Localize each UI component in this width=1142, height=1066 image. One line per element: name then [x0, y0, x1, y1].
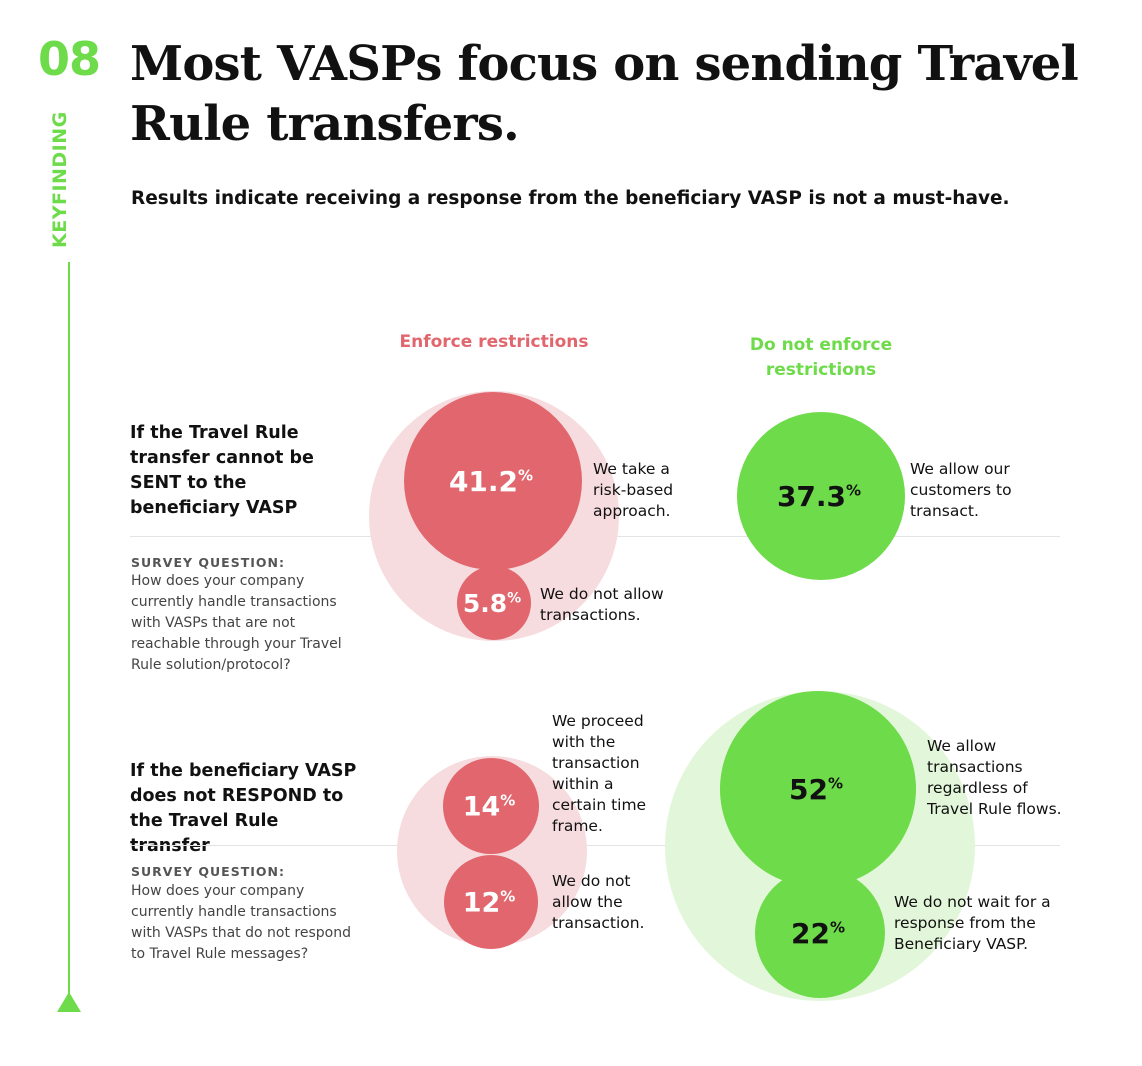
data-bubble	[444, 855, 538, 949]
survey-question-text: How does your company currently handle t…	[131, 883, 351, 962]
row-heading-sent: If the Travel Rule transfer cannot be SE…	[130, 423, 314, 518]
bubble-value-label: 12%	[463, 887, 516, 918]
finding-number: 08	[38, 32, 101, 86]
data-bubble	[720, 691, 916, 887]
survey-question-label: SURVEY QUESTION:	[131, 555, 285, 570]
bubble-value-label: 14%	[463, 791, 516, 822]
bubble-value-label: 41.2%	[449, 465, 533, 498]
column-header-not-enforce: Do not enforce restrictions	[749, 335, 893, 380]
page-subtitle: Results indicate receiving a response fr…	[131, 188, 1010, 209]
row-heading-respond: If the beneficiary VASP does not RESPOND…	[130, 761, 357, 856]
bubble-annotation: We take a risk-based approach.	[593, 460, 674, 520]
side-line	[68, 262, 70, 999]
bubble-annotation: We allow our customers to transact.	[910, 460, 1012, 520]
arrow-up-icon	[57, 992, 81, 1012]
bubble-annotation: We proceed with the transaction within a…	[552, 712, 647, 835]
data-bubble	[443, 758, 539, 854]
bubble-annotation: We do not allow transactions.	[540, 585, 664, 624]
data-bubble	[737, 412, 905, 580]
column-header-enforce: Enforce restrictions	[399, 332, 589, 352]
bubble-value-label: 22%	[791, 917, 845, 950]
bubble-annotation: We do not wait for a response from the B…	[894, 893, 1051, 953]
bubble-value-label: 37.3%	[777, 480, 861, 513]
data-bubble	[457, 566, 531, 640]
data-bubble	[755, 868, 885, 998]
bubble-annotation: We do not allow the transaction.	[552, 872, 645, 932]
bubble-annotation: We allow transactions regardless of Trav…	[927, 737, 1062, 818]
bubble-value-label: 52%	[789, 773, 843, 806]
row-divider	[130, 845, 1060, 846]
survey-question-text: How does your company currently handle t…	[131, 573, 342, 673]
bubble-value-label: 5.8%	[463, 589, 521, 618]
page-title: Most VASPs focus on sending Travel Rule …	[130, 36, 1079, 152]
data-bubble	[404, 392, 582, 570]
survey-question-label: SURVEY QUESTION:	[131, 864, 285, 879]
